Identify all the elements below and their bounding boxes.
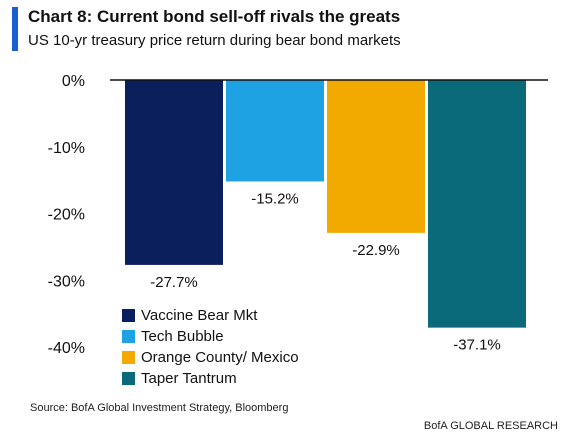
legend-item: Taper Tantrum bbox=[122, 368, 299, 389]
legend-item: Tech Bubble bbox=[122, 326, 299, 347]
legend-label: Vaccine Bear Mkt bbox=[141, 307, 258, 324]
bar-value-label: -22.9% bbox=[352, 242, 400, 259]
bar-chart: 0% -10% -20% -30% -40% -27.7% -15.2% -22.9% -37.… bbox=[48, 73, 548, 357]
chart-legend: Vaccine Bear Mkt Tech Bubble Orange County… bbox=[122, 305, 299, 389]
bar-2 bbox=[226, 80, 324, 182]
y-tick-label: 0% bbox=[62, 73, 85, 90]
legend-label: Orange County/ Mexico bbox=[141, 349, 299, 366]
legend-item: Orange County/ Mexico bbox=[122, 347, 299, 368]
bar-1 bbox=[125, 80, 223, 265]
legend-swatch bbox=[122, 372, 135, 385]
legend-label: Taper Tantrum bbox=[141, 370, 237, 387]
legend-item: Vaccine Bear Mkt bbox=[122, 305, 299, 326]
bar-value-label: -37.1% bbox=[453, 337, 501, 354]
y-tick-label: -10% bbox=[48, 140, 85, 157]
bar-value-label: -27.7% bbox=[150, 274, 198, 291]
title-accent-bar bbox=[12, 7, 18, 51]
y-tick-label: -20% bbox=[48, 207, 85, 224]
legend-label: Tech Bubble bbox=[141, 328, 224, 345]
chart-title: Chart 8: Current bond sell-off rivals th… bbox=[28, 7, 401, 26]
brand-label: BofA GLOBAL RESEARCH bbox=[423, 420, 558, 432]
y-tick-label: -40% bbox=[48, 340, 85, 357]
legend-swatch bbox=[122, 309, 135, 322]
y-tick-label: -30% bbox=[48, 273, 85, 290]
chart-subtitle: US 10-yr treasury price return during be… bbox=[28, 32, 401, 49]
bar-4 bbox=[428, 80, 526, 328]
legend-swatch bbox=[122, 351, 135, 364]
bar-value-label: -15.2% bbox=[251, 190, 299, 207]
bar-3 bbox=[327, 80, 425, 233]
source-note: Source: BofA Global Investment Strategy,… bbox=[30, 402, 289, 414]
legend-swatch bbox=[122, 330, 135, 343]
